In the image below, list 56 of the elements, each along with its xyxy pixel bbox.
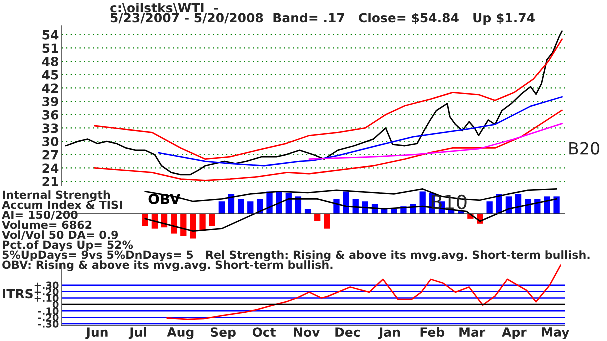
y-tick-label: 27 — [42, 150, 58, 160]
text: 5%UpDays= 9vs 5%DnDays= 5 Rel Strength: Rising & above its mvg.avg. Short-term bullish. — [2, 250, 590, 262]
y-tick-label: 33 — [42, 124, 58, 134]
y-tick-label: 30 — [42, 137, 59, 146]
x-tick-label: Apr — [502, 328, 527, 340]
bar — [420, 192, 426, 214]
chart-subtitle: 5/23/2007 - 5/20/2008 Band= .17 Close= $54.84 Up $1.74 — [110, 13, 535, 26]
y-tick-label: +.30 — [34, 282, 59, 290]
annotation: Vol/Vol 50 DA= 0.9 — [2, 230, 118, 240]
y-tick-label: 21 — [42, 177, 58, 186]
bar — [209, 214, 216, 226]
y-tick-label: 48 — [42, 57, 58, 66]
bar — [314, 214, 321, 222]
annotation: AI= 150/200 — [2, 210, 78, 220]
x-tick-label: May — [542, 328, 570, 340]
line-series — [94, 110, 563, 182]
chart-title: c:\oilstks\WTI - — [110, 3, 218, 14]
y-tick-label: 36 — [42, 110, 59, 120]
line-series — [308, 123, 563, 160]
line-series — [94, 38, 563, 160]
x-tick-label: Aug — [167, 328, 194, 340]
text: B20 — [570, 142, 600, 155]
y-tick-label: 42 — [42, 84, 58, 93]
y-tick-label: 54 — [42, 30, 59, 40]
bar — [200, 214, 206, 232]
bar — [238, 199, 244, 214]
bar — [486, 202, 493, 214]
y-tick-label: 45 — [42, 70, 58, 80]
bar — [218, 202, 225, 214]
x-tick-label: Nov — [294, 328, 320, 338]
y-tick-label: 51 — [42, 44, 58, 54]
bar — [343, 192, 350, 214]
y-tick-label: 39 — [42, 97, 58, 106]
bar — [180, 214, 187, 236]
bar — [554, 196, 560, 214]
text: Pct.of Days Up= 52% — [3, 240, 134, 252]
bar — [324, 214, 330, 229]
x-tick-label: Oct — [252, 328, 276, 338]
x-tick-label: Jul — [128, 327, 146, 340]
bar — [334, 199, 340, 214]
x-tick-label: Dec — [336, 328, 360, 338]
x-tick-label: Sep — [210, 328, 236, 340]
annotation: Volume= 6862 — [2, 220, 92, 230]
line-series — [158, 96, 563, 167]
bar — [544, 196, 550, 214]
x-tick-label: Mar — [460, 328, 486, 338]
bar — [190, 214, 196, 239]
bar — [248, 202, 254, 214]
annotation: Internal Strength — [3, 190, 110, 202]
y-axis-title: ITRS — [3, 289, 33, 299]
x-tick-label: Jun — [86, 328, 108, 340]
x-tick-label: Jan — [378, 328, 400, 340]
y-tick-label: 24 — [42, 164, 59, 173]
x-tick-label: Feb — [420, 327, 445, 338]
line-series — [65, 30, 563, 176]
annotation: Accum Index & TISI — [2, 200, 122, 210]
